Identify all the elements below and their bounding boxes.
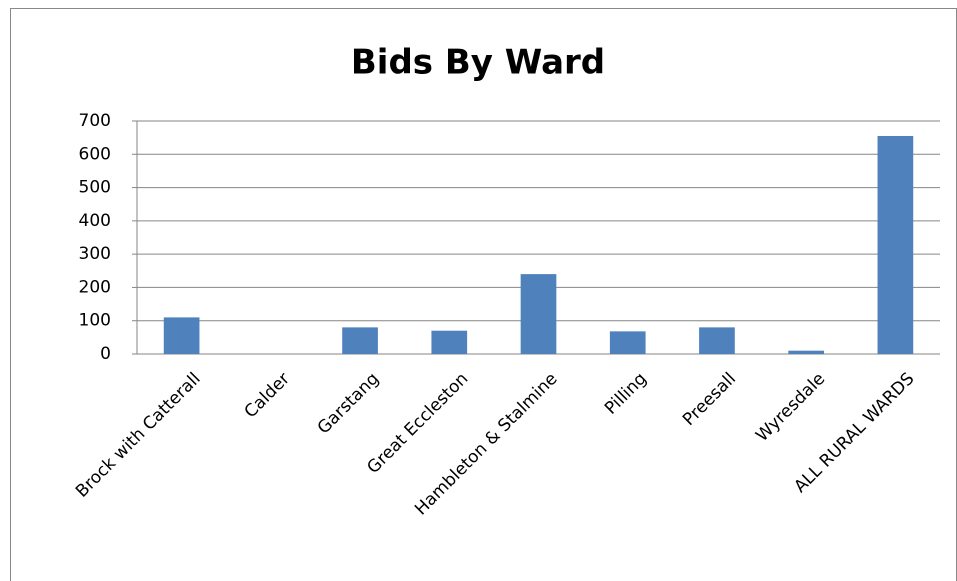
y-tick-label: 200	[79, 277, 111, 297]
bar	[788, 350, 825, 354]
y-tick-label: 400	[79, 211, 111, 231]
y-tick-label: 500	[79, 178, 111, 198]
y-tick-label: 700	[79, 111, 111, 131]
y-tick-label: 300	[79, 244, 111, 264]
bar	[877, 135, 914, 354]
bar	[520, 274, 557, 354]
bar	[431, 330, 468, 354]
y-tick-label: 100	[79, 311, 111, 331]
y-tick-label: 600	[79, 144, 111, 164]
bar	[342, 327, 378, 354]
bar	[609, 331, 646, 354]
bar	[699, 327, 735, 354]
bar	[163, 317, 200, 354]
chart-border	[10, 8, 957, 581]
chart-title: Bids By Ward	[351, 43, 605, 83]
y-tick-label: 0	[100, 344, 111, 364]
